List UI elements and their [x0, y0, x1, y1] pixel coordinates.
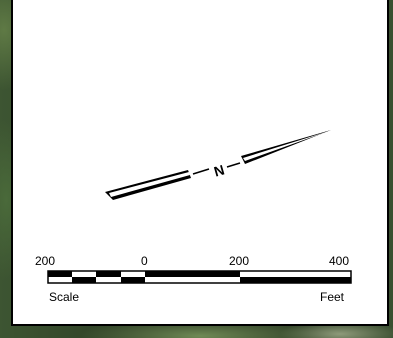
scale-caption-left: Scale: [49, 290, 79, 304]
scale-tick-label: 200: [229, 254, 249, 268]
north-arrow-connector-left: [192, 168, 210, 175]
north-arrow-head-highlight: [243, 131, 329, 161]
scale-tick-label: 0: [141, 254, 148, 268]
map-legend-panel: N 200 0 200 400 Scale Feet: [11, 0, 389, 326]
scale-segment: [72, 277, 96, 283]
scale-segment: [240, 277, 351, 283]
scale-segment: [145, 271, 240, 277]
map-legend-body: N 200 0 200 400 Scale Feet: [13, 0, 387, 324]
north-arrow: N: [105, 130, 331, 200]
scale-tick-label: 200: [35, 254, 55, 268]
north-arrow-lower-shaft-highlight: [109, 172, 190, 197]
scale-bar: 200 0 200 400 Scale Feet: [35, 254, 352, 304]
north-arrow-letter: N: [212, 161, 226, 179]
scale-caption-right: Feet: [320, 290, 345, 304]
north-arrow-connector-right: [226, 162, 241, 168]
scale-segment: [96, 271, 121, 277]
scale-tick-label: 400: [329, 254, 349, 268]
scale-segment: [48, 271, 72, 277]
scale-segment: [121, 277, 145, 283]
north-arrow-head: [241, 130, 331, 164]
